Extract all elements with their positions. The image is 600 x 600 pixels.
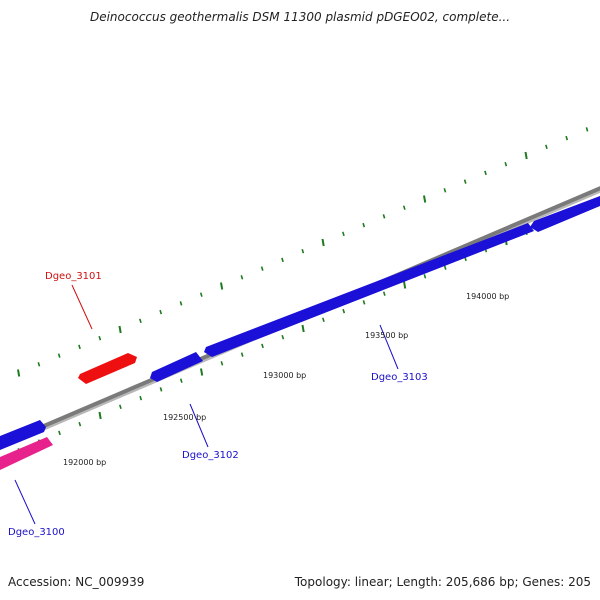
tick-mark	[261, 343, 264, 349]
tick-mark	[199, 292, 203, 297]
tick-mark	[98, 411, 102, 420]
gene-arrow-dgeo-3103[interactable]	[204, 223, 534, 357]
scale-label-194000: 194000 bp	[466, 292, 509, 301]
tick-mark	[362, 222, 366, 228]
tick-mark	[322, 317, 325, 323]
tick-mark	[443, 265, 447, 270]
tick-mark	[78, 421, 82, 427]
gene-arrow-next[interactable]	[530, 196, 600, 232]
tick-mark	[220, 282, 224, 290]
tick-mark	[362, 300, 366, 305]
scale-label-193000: 193000 bp	[263, 371, 306, 380]
tick-mark	[17, 369, 21, 377]
tick-mark	[139, 395, 143, 401]
gene-arrow-prev[interactable]	[0, 420, 46, 450]
tick-mark	[504, 161, 508, 167]
tick-mark	[281, 257, 284, 263]
tick-mark	[342, 308, 346, 314]
tick-mark	[565, 135, 569, 141]
tick-mark	[179, 378, 183, 383]
scale-label-193500: 193500 bp	[365, 331, 408, 340]
genome-summary-text: Topology: linear; Length: 205,686 bp; Ge…	[294, 575, 591, 589]
gene-label-dgeo-3101[interactable]: Dgeo_3101	[45, 271, 102, 282]
tick-mark	[159, 309, 163, 315]
tick-mark	[260, 266, 264, 271]
tick-mark	[321, 238, 325, 247]
tick-mark	[301, 248, 305, 254]
page-title: Deinococcus geothermalis DSM 11300 plasm…	[89, 10, 511, 24]
gene-arrow-dgeo-3102[interactable]	[150, 352, 203, 382]
tick-mark	[382, 291, 386, 296]
leader-dgeo-3101	[71, 284, 93, 330]
tick-mark	[443, 188, 447, 193]
gene-label-dgeo-3102[interactable]: Dgeo_3102	[182, 450, 239, 461]
tick-mark	[545, 144, 548, 150]
tick-mark	[382, 214, 386, 219]
accession-text: Accession: NC_009939	[8, 575, 145, 589]
tick-mark	[240, 352, 244, 357]
tick-mark	[301, 324, 305, 333]
tick-mark	[98, 335, 102, 341]
tick-mark	[200, 368, 204, 376]
tick-mark	[240, 275, 244, 280]
tick-mark	[58, 430, 61, 436]
scale-label-192500: 192500 bp	[163, 413, 206, 422]
tick-mark	[139, 318, 142, 324]
tick-mark	[159, 387, 163, 392]
tick-mark	[524, 151, 528, 160]
gene-arrow-dgeo-3101[interactable]	[78, 353, 137, 384]
tick-mark	[118, 325, 122, 334]
leader-dgeo-3102	[189, 403, 209, 448]
tick-mark	[402, 205, 406, 210]
tick-mark	[179, 301, 183, 306]
tick-mark	[281, 334, 285, 340]
tick-mark	[78, 344, 81, 350]
gene-label-dgeo-3100[interactable]: Dgeo_3100	[8, 527, 65, 538]
gene-arrow-dgeo-3100[interactable]	[0, 437, 53, 470]
tick-mark	[403, 281, 407, 289]
tick-mark	[342, 231, 345, 237]
tick-mark	[119, 404, 122, 410]
tick-mark	[37, 362, 41, 367]
scale-label-192000: 192000 bp	[63, 458, 106, 467]
tick-mark	[220, 361, 224, 366]
leader-dgeo-3100	[14, 479, 36, 525]
tick-mark	[463, 179, 467, 184]
leader-dgeo-3103	[379, 324, 399, 370]
tick-mark	[423, 274, 427, 279]
tick-mark	[484, 170, 487, 176]
tick-mark	[57, 353, 61, 358]
outer-tick-track	[17, 127, 589, 377]
gene-label-dgeo-3103[interactable]: Dgeo_3103	[371, 372, 428, 383]
tick-mark	[585, 127, 589, 132]
tick-mark	[423, 195, 427, 203]
